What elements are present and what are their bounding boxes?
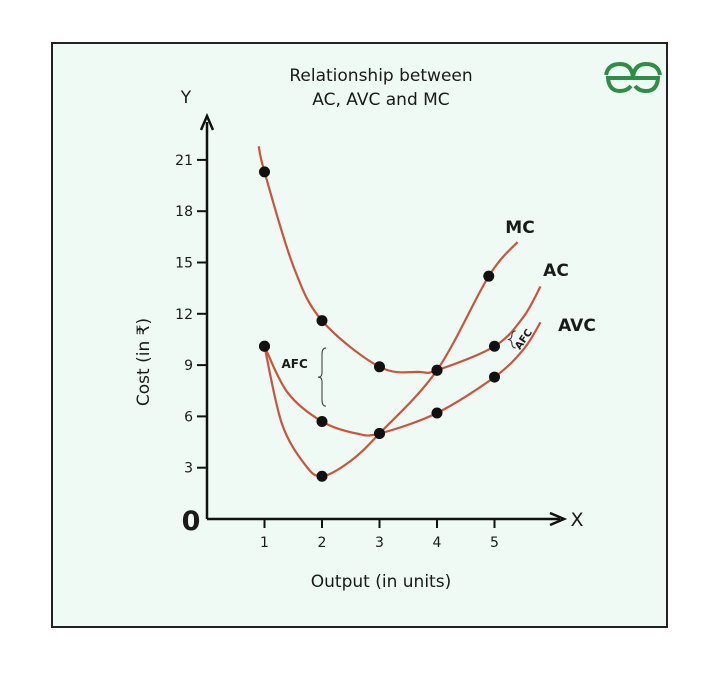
mc-point [483,270,495,282]
y-tick-label: 3 [184,461,193,477]
mc-label: MC [505,218,534,238]
mc-point [431,364,443,376]
x-axis-label: Output (in units) [311,572,451,592]
ac-point [374,361,385,373]
avc-point [316,416,328,428]
x-tick-label: 5 [490,535,499,551]
y-tick-label: 6 [184,409,193,425]
x-axis-letter: X [570,509,583,531]
mc-point [374,428,385,439]
ac-curve [257,145,542,374]
afc-brace [317,347,327,407]
mc-point [316,470,328,482]
avc-point [431,407,443,419]
y-tick-label: 21 [175,153,193,169]
x-tick-label: 2 [318,535,327,551]
chart-title-line2: AC, AVC and MC [312,90,449,110]
ac-point [259,166,270,178]
chart-frame [51,42,668,628]
logo [604,61,662,94]
ac-label: AC [543,261,569,281]
chart-title-line1: Relationship between [289,66,472,86]
y-axis-arrow-icon [199,112,215,131]
afc-label: AFC [281,357,307,371]
ac-point [316,315,328,327]
avc-label: AVC [558,316,596,336]
x-axis-arrow-icon [549,511,568,527]
afc-brace [507,330,516,349]
ac-point [489,340,500,352]
x-tick-label: 1 [260,535,269,551]
x-tick-label: 4 [433,535,442,551]
y-axis-letter: Y [180,88,192,108]
y-tick-label: 9 [184,358,193,374]
origin-label: 0 [182,506,201,537]
y-axis-label: Cost (in ₹) [134,318,154,406]
mc-curve [263,241,519,478]
x-tick-label: 3 [375,535,384,551]
mc-point [259,340,270,352]
avc-point [489,371,500,383]
y-tick-label: 18 [175,204,193,220]
y-tick-label: 15 [175,256,193,272]
axes: Y X 0 Output (in units) Cost (in ₹) [134,88,584,592]
y-tick-label: 12 [175,307,193,323]
